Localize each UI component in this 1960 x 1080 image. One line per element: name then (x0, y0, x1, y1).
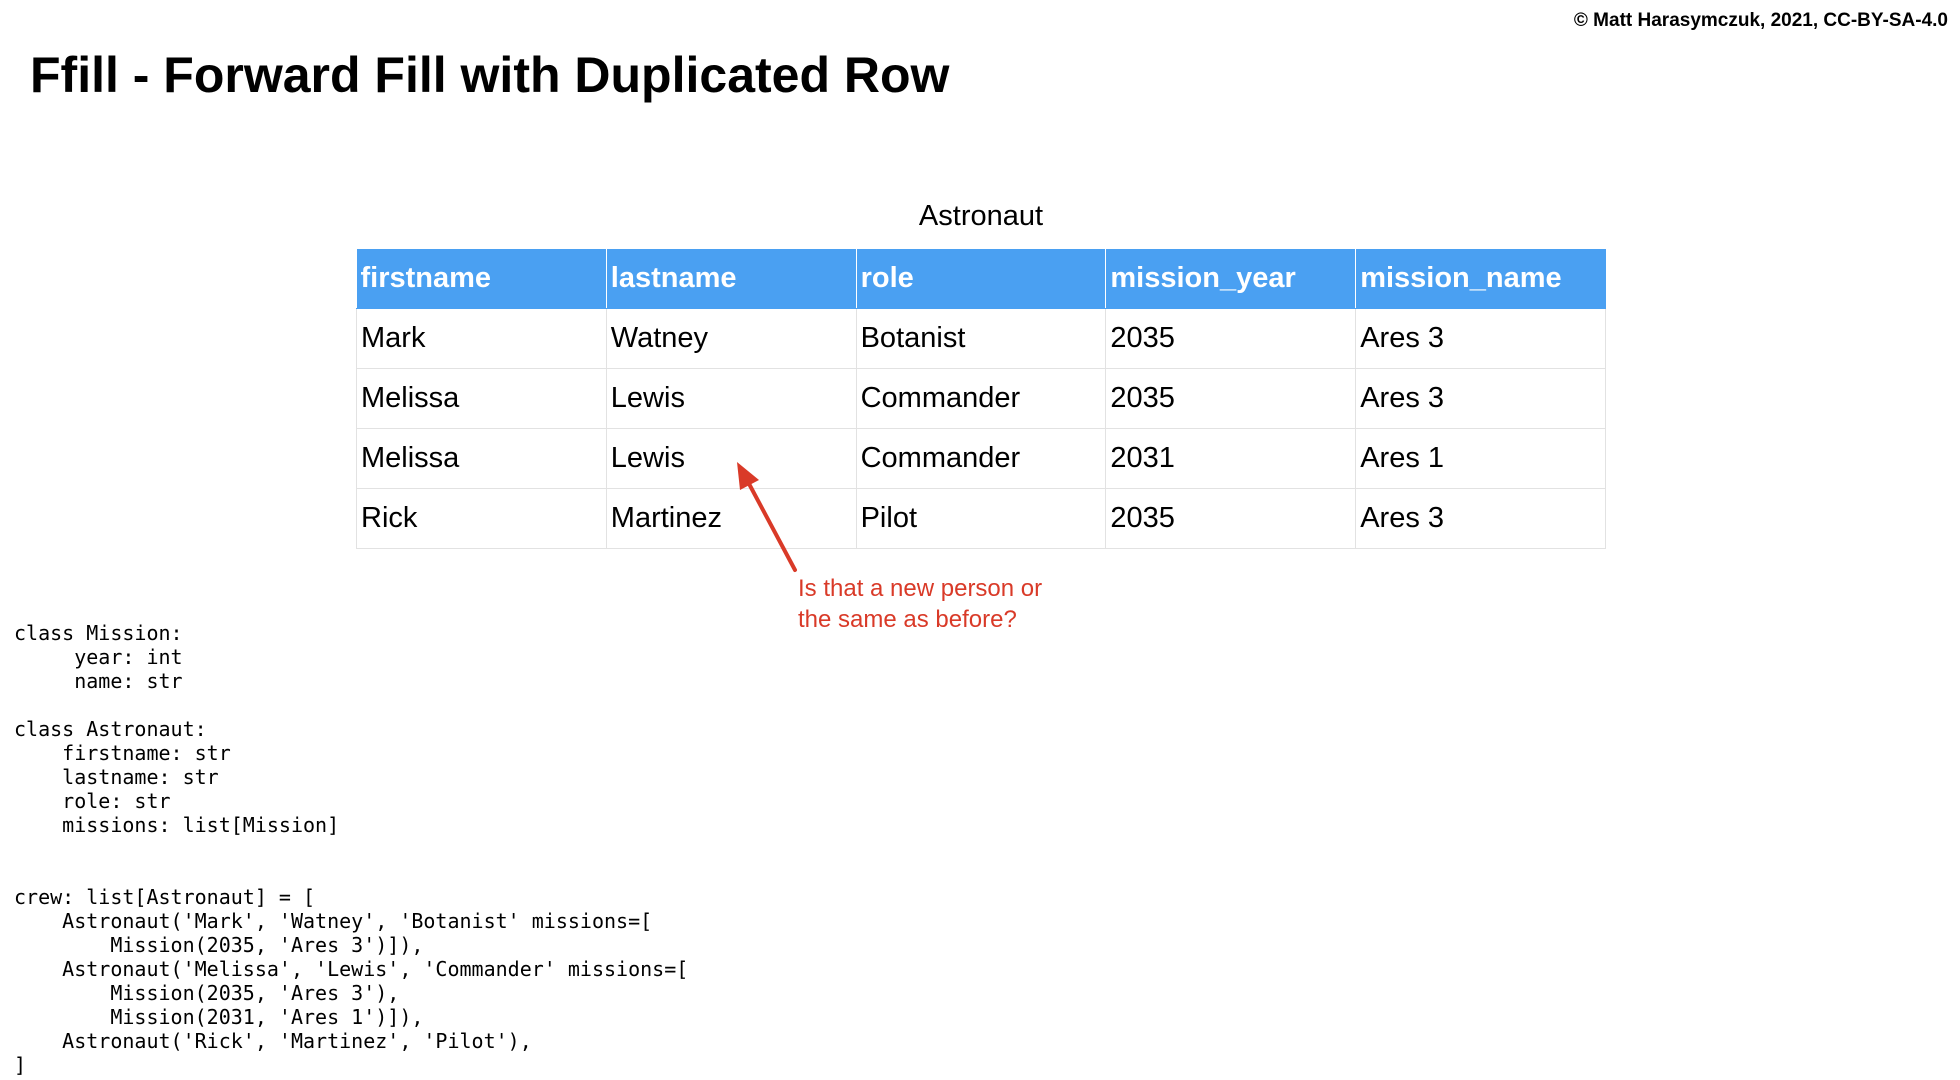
table-cell-role: Commander (856, 368, 1107, 429)
table-cell-mission-name: Ares 3 (1355, 488, 1606, 549)
table-cell-mission-name: Ares 3 (1355, 308, 1606, 369)
table-header-row: firstname lastname role mission_year mis… (356, 249, 1606, 309)
table-cell-firstname: Mark (356, 308, 607, 369)
annotation-note: Is that a new person or the same as befo… (798, 573, 1042, 635)
table-cell-mission-name: Ares 3 (1355, 368, 1606, 429)
table-row: Melissa Lewis Commander 2035 Ares 3 (356, 368, 1606, 429)
table-cell-lastname: Lewis (606, 368, 857, 429)
table-cell-role: Pilot (856, 488, 1107, 549)
code-block: class Mission: year: int name: str class… (14, 621, 689, 1077)
annotation-line: Is that a new person or (798, 575, 1043, 602)
table-row: Mark Watney Botanist 2035 Ares 3 (356, 308, 1606, 369)
column-header-mission-year: mission_year (1105, 249, 1357, 309)
table-cell-firstname: Melissa (356, 428, 607, 489)
column-header-mission-name: mission_name (1355, 249, 1606, 309)
column-header-lastname: lastname (606, 249, 857, 309)
table-cell-lastname: Watney (606, 308, 857, 369)
table-cell-mission-year: 2035 (1105, 368, 1357, 429)
table-cell-mission-year: 2035 (1105, 308, 1357, 369)
table-cell-lastname: Lewis (606, 428, 857, 489)
table-cell-firstname: Melissa (356, 368, 607, 429)
copyright-notice: © Matt Harasymczuk, 2021, CC-BY-SA-4.0 (1573, 10, 1948, 31)
table-cell-mission-year: 2031 (1105, 428, 1357, 489)
table-cell-role: Botanist (856, 308, 1107, 369)
table-cell-firstname: Rick (356, 488, 607, 549)
table-cell-mission-name: Ares 1 (1355, 428, 1606, 489)
table-cell-role: Commander (856, 428, 1107, 489)
table-cell-lastname: Martinez (606, 488, 857, 549)
slide-title: Ffill - Forward Fill with Duplicated Row (30, 47, 950, 103)
table-row: Rick Martinez Pilot 2035 Ares 3 (356, 488, 1606, 549)
astronaut-table: firstname lastname role mission_year mis… (356, 249, 1606, 549)
table-caption: Astronaut (918, 200, 1044, 232)
column-header-firstname: firstname (356, 249, 607, 309)
annotation-line: the same as before? (798, 606, 1017, 633)
table-cell-mission-year: 2035 (1105, 488, 1357, 549)
table-row: Melissa Lewis Commander 2031 Ares 1 (356, 428, 1606, 489)
column-header-role: role (856, 249, 1107, 309)
